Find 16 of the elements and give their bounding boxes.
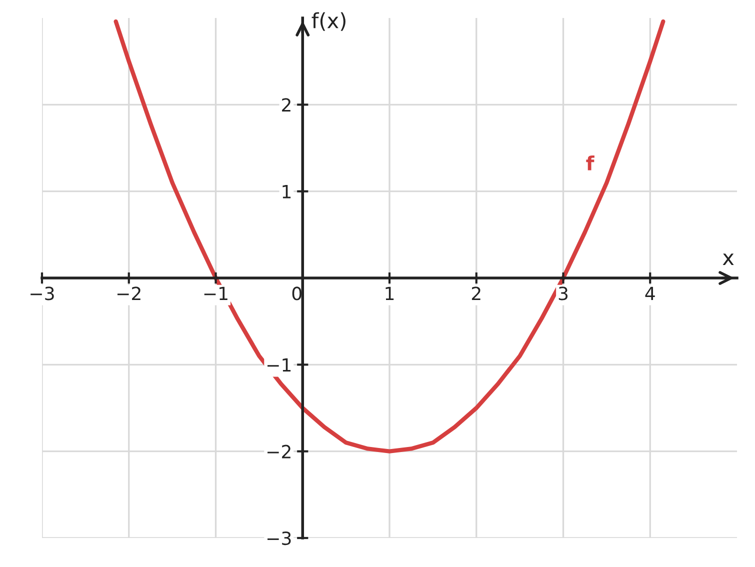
x-axis-title: x xyxy=(722,254,734,265)
x-tick-label: −2 xyxy=(117,286,140,300)
x-tick-label: −1 xyxy=(204,286,228,300)
series-label: f xyxy=(586,156,594,170)
y-tick-label: 2 xyxy=(282,98,290,112)
x-tick-label: 3 xyxy=(558,286,568,300)
x-tick-label: 1 xyxy=(386,286,394,300)
x-tick-label: 2 xyxy=(472,286,480,300)
y-tick-label: −1 xyxy=(268,358,291,372)
x-tick-label: 4 xyxy=(645,286,655,300)
x-tick-label: −3 xyxy=(30,286,54,300)
y-tick-label: 1 xyxy=(282,185,291,198)
y-tick-label: −3 xyxy=(268,531,291,546)
x-tick-label: 0 xyxy=(292,286,302,300)
y-tick-label: −2 xyxy=(268,444,290,458)
y-axis-title: f(x) xyxy=(312,12,346,31)
